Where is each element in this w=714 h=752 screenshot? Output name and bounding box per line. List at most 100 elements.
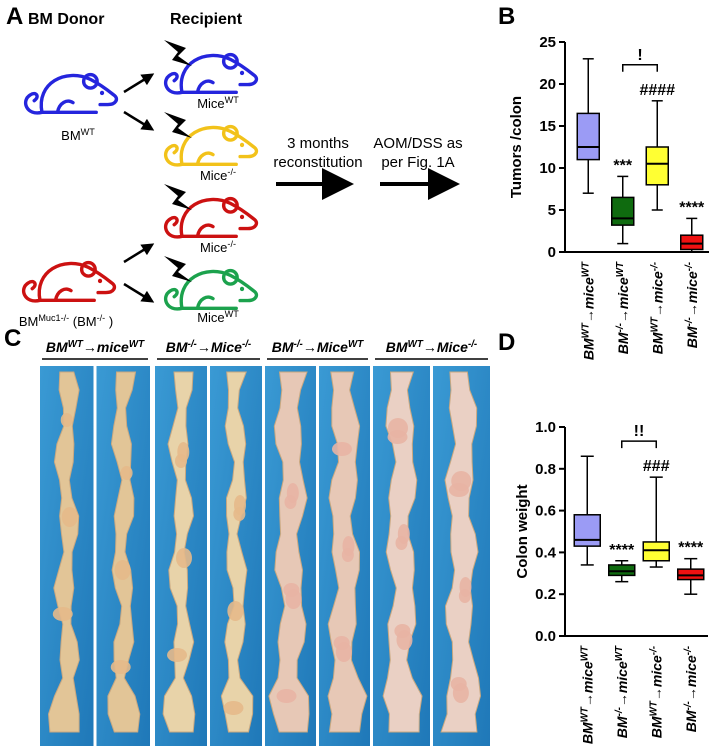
label-part: → (684, 303, 700, 317)
label-part: Mice (197, 96, 224, 111)
group-label: BM-/-→Mice-/- (166, 339, 251, 356)
label-part: WT (580, 322, 591, 338)
box (611, 196, 635, 226)
label-part: WT (648, 700, 659, 716)
label-part: mice (683, 655, 699, 687)
label-part: → (615, 309, 631, 323)
tumor (52, 607, 73, 621)
label-part: -/- (683, 262, 694, 271)
label-part: BM (683, 710, 699, 732)
step-label: AOM/DSS as per Fig. 1A (373, 135, 462, 171)
label-part: WT (613, 645, 624, 661)
tumor (276, 689, 297, 703)
label-part: WT (129, 339, 145, 350)
label-part: BM (46, 339, 68, 355)
label-part: WT (225, 309, 240, 319)
label-part: WT (348, 339, 364, 350)
tumor (233, 495, 246, 515)
label-part: WT (225, 95, 240, 105)
bracket (622, 64, 658, 72)
label-part: Mice (317, 339, 348, 355)
label-part: -/- (649, 262, 660, 271)
box (576, 112, 600, 161)
label-part: Mice (437, 339, 468, 355)
group-label: BM-/-→MiceWT (272, 339, 364, 356)
tumor (223, 701, 244, 715)
label-part: ) (105, 314, 113, 329)
irradiation-bolts (164, 40, 192, 282)
label-part: WT (68, 339, 84, 350)
label-part: -/- (242, 339, 251, 350)
y-axis-label: Colon weight (514, 484, 531, 578)
label-part: → (83, 339, 97, 355)
recipient-label: MiceWT (197, 95, 239, 111)
tumor (114, 560, 131, 580)
label-part: BM (61, 128, 81, 143)
tumor (342, 536, 355, 556)
label-part: → (580, 309, 596, 323)
colon (382, 371, 423, 733)
y-tick-label: 0 (548, 244, 556, 261)
label-part: Mice (197, 310, 224, 325)
y-tick-label: 0.4 (535, 544, 557, 561)
tumor (387, 418, 408, 438)
colon (220, 371, 254, 733)
recipient-label: Mice-/- (200, 239, 236, 255)
label-part: -/- (97, 313, 106, 323)
x-tick-label: BM-/-→miceWT (613, 645, 630, 738)
colon (47, 371, 80, 733)
label-part: -/- (614, 323, 625, 332)
label-part: mice (97, 339, 129, 355)
step-line: reconstitution (273, 154, 362, 171)
label-part: -/- (613, 707, 624, 716)
box (608, 564, 636, 577)
label-part: mice (615, 277, 631, 309)
label-part: → (649, 303, 665, 317)
box (680, 234, 704, 251)
tumor (459, 577, 472, 597)
colon (268, 371, 310, 733)
box (645, 146, 669, 186)
tumor (286, 483, 299, 503)
label-part: BM (684, 326, 700, 348)
tumor (120, 466, 133, 480)
step-label: 3 months reconstitution (273, 135, 362, 171)
label-part: -/- (683, 317, 694, 326)
step-line: 3 months (287, 135, 349, 152)
label-part: → (423, 339, 437, 355)
label-part: WT (649, 316, 660, 332)
label-part: BM (386, 339, 408, 355)
label-part: -/- (227, 239, 236, 249)
label-part: BM (614, 716, 630, 738)
bracket-label: ! (637, 47, 642, 64)
label-part: BM (272, 339, 294, 355)
tumor (110, 660, 131, 674)
label-part: -/- (294, 339, 303, 350)
transfer-arrows (123, 73, 460, 303)
step-line: per Fig. 1A (381, 154, 454, 171)
label-part: -/- (468, 339, 477, 350)
tumor (451, 471, 472, 491)
recipient-label: MiceWT (197, 309, 239, 325)
tumor (175, 548, 192, 568)
panel-letter: A (6, 3, 23, 30)
box (642, 541, 670, 562)
tumor (60, 413, 73, 427)
label-part: BM (648, 716, 664, 738)
significance: **** (679, 199, 705, 216)
y-tick-label: 0.0 (535, 628, 556, 645)
y-tick-label: 20 (539, 76, 556, 93)
label-part: mice (580, 277, 596, 309)
group-label: BMWT→Mice-/- (386, 339, 477, 356)
label-part: BM (166, 339, 188, 355)
x-tick-label: BMWT→mice-/- (648, 646, 665, 738)
significance: *** (613, 157, 632, 174)
y-tick-label: 0.2 (535, 586, 556, 603)
label-part: -/- (648, 646, 659, 655)
label-part: Mice (200, 240, 227, 255)
label-part: WT (579, 706, 590, 722)
label-part: mice (614, 661, 630, 693)
label-part: WT (579, 645, 590, 661)
